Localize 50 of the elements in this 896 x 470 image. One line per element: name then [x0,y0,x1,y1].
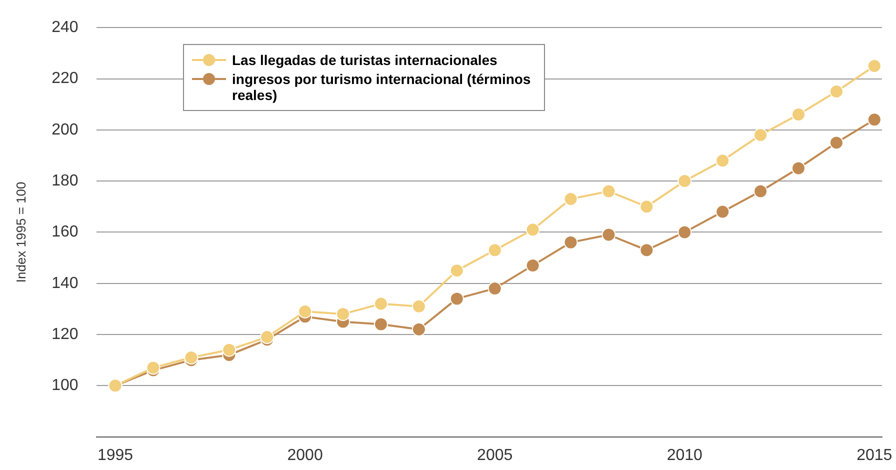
y-tick-label: 240 [52,19,78,36]
legend-label: ingresos por turismo internacional (términos reales) [232,71,532,103]
point [450,264,464,278]
point [867,58,882,73]
x-tick-label: 2010 [666,446,703,464]
point [754,184,768,198]
y-tick-label: 100 [52,377,78,394]
point [146,360,160,375]
point [184,350,198,365]
point [678,174,692,188]
point [791,161,806,176]
point [488,281,502,296]
x-tick-label: 2015 [856,446,892,464]
y-tick-label: 140 [52,274,78,292]
point [602,228,616,242]
y-tick-label: 160 [52,224,78,241]
point [298,304,312,318]
point [526,222,540,237]
point [602,184,616,198]
x-tick-label: 2000 [287,446,323,464]
point [450,292,464,306]
point [488,243,502,258]
point [374,296,388,311]
point [829,136,844,150]
x-tick-label: 2005 [477,446,513,464]
point [791,108,806,122]
y-tick-label: 120 [52,326,78,343]
x-tick-label: 1995 [97,446,134,464]
point [336,307,350,322]
point [716,204,730,219]
point [640,200,654,214]
point [374,317,388,332]
y-tick-label: 200 [52,121,78,138]
y-tick-label: 220 [52,70,78,88]
point [412,299,426,314]
legend-label: Las llegadas de turistas internacionales [232,52,498,68]
point [754,128,768,142]
y-axis-title: Index 1995 = 100 [13,182,28,283]
point [526,258,540,272]
point [829,84,844,99]
point [867,112,882,127]
point [260,330,274,344]
point [222,342,236,357]
point [412,322,426,336]
point [564,192,578,206]
point [678,225,692,240]
y-tick-label: 180 [52,172,78,190]
point [640,243,654,258]
point [564,235,578,250]
point [716,154,730,168]
